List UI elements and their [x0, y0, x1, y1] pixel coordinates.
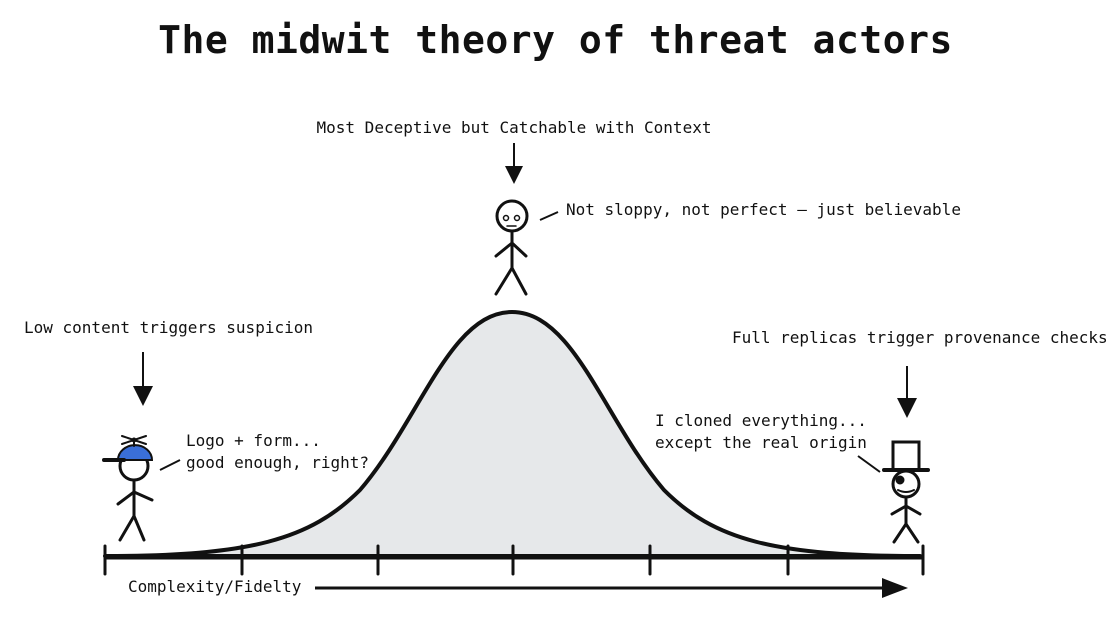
- left-figure-quote: Logo + form... good enough, right?: [186, 430, 369, 474]
- stick-figure-top-hat-icon: [882, 440, 930, 544]
- peak-speech-tick: [539, 211, 559, 221]
- stick-figure-propeller-cap-icon: [102, 435, 154, 542]
- right-down-arrow: [897, 366, 917, 418]
- peak-label: Most Deceptive but Catchable with Contex…: [316, 118, 712, 137]
- right-figure-quote: I cloned everything... except the real o…: [655, 410, 867, 454]
- diagram-title: The midwit theory of threat actors: [158, 18, 953, 62]
- peak-figure-quote: Not sloppy, not perfect — just believabl…: [566, 200, 961, 219]
- right-label: Full replicas trigger provenance checks: [732, 328, 1108, 347]
- left-label: Low content triggers suspicion: [24, 318, 313, 337]
- left-down-arrow: [133, 352, 153, 406]
- left-quote-line-1: Logo + form...: [186, 431, 321, 450]
- peak-down-arrow: [505, 143, 523, 184]
- left-quote-line-2: good enough, right?: [186, 453, 370, 472]
- left-speech-tick: [159, 459, 181, 471]
- bell-curve: [103, 310, 922, 558]
- stick-figure-plain-icon: [494, 199, 529, 296]
- axis-arrow: [315, 578, 908, 598]
- axis-ticks: [103, 544, 925, 576]
- right-quote-line-1: I cloned everything...: [655, 411, 867, 430]
- right-speech-tick: [857, 455, 881, 473]
- right-quote-line-2: except the real origin: [655, 433, 867, 452]
- axis-label: Complexity/Fidelty: [128, 577, 302, 596]
